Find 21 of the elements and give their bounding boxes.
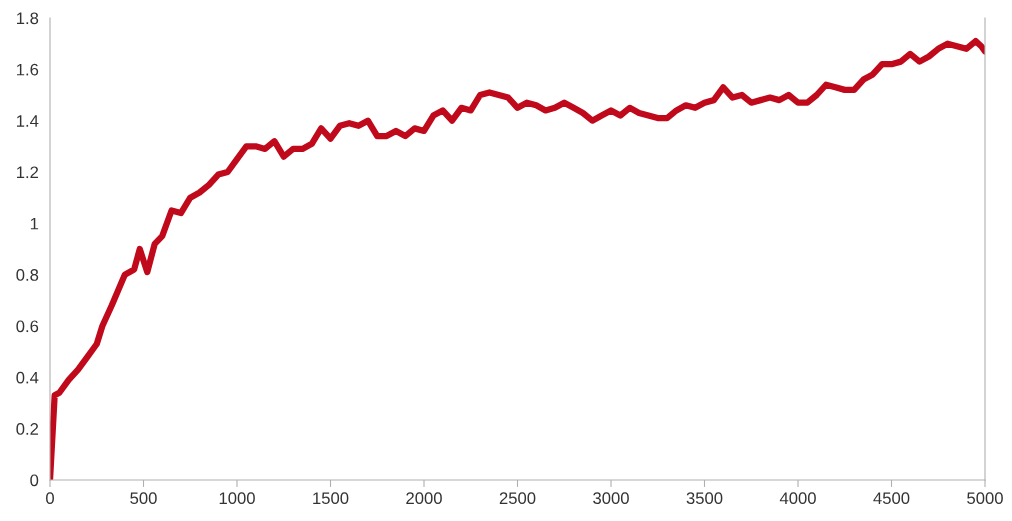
- x-tick-label: 3500: [686, 492, 723, 505]
- y-tick-label: 1.6: [16, 63, 39, 76]
- y-tick-label: 0.2: [16, 423, 39, 435]
- x-tick-label: 0: [46, 492, 54, 505]
- x-tick-label: 4500: [873, 492, 910, 505]
- y-tick-label: 1.8: [16, 12, 39, 25]
- y-tick-label: 1.2: [16, 166, 39, 179]
- y-tick-label: 1.4: [16, 115, 39, 127]
- x-tick-label: 500: [130, 492, 157, 505]
- x-tick-label: 1000: [219, 492, 255, 505]
- x-tick-label: 5000: [967, 492, 1003, 505]
- y-tick-label: 0.8: [16, 269, 39, 281]
- x-tick-label: 1500: [313, 492, 349, 505]
- y-tick-label: 0.6: [16, 320, 39, 333]
- y-tick-label: 0.4: [16, 371, 39, 384]
- x-tick-label: 2500: [499, 492, 536, 505]
- y-tick-label: 0: [30, 474, 39, 487]
- x-tick-label: 4000: [779, 492, 816, 505]
- y-tick-label: 1: [30, 217, 39, 230]
- x-tick-label: 2000: [406, 492, 442, 505]
- x-tick-label: 3000: [593, 492, 629, 505]
